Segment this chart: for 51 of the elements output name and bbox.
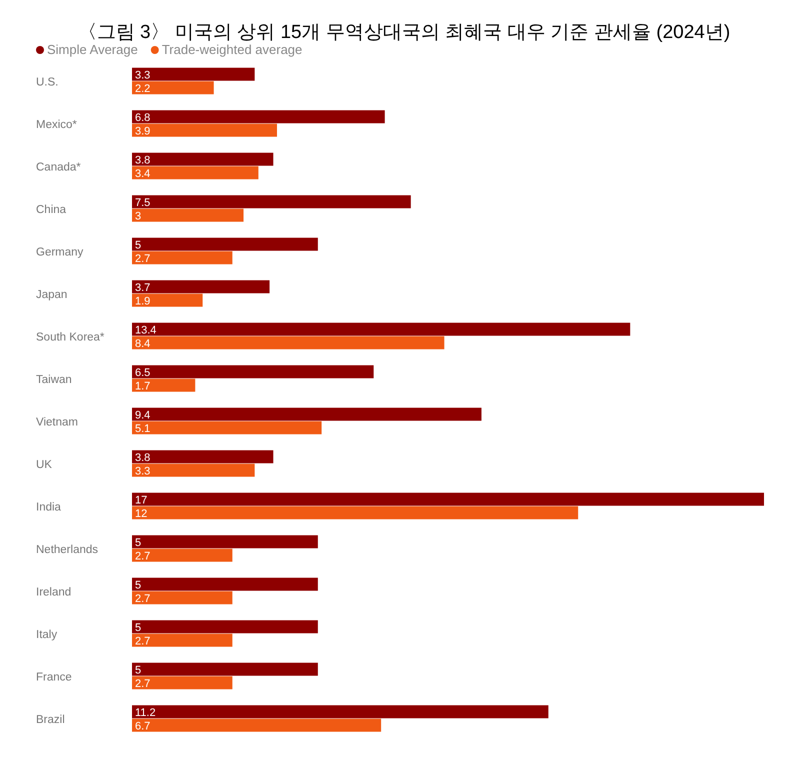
data-label: 5 (135, 579, 142, 592)
data-label: 3.8 (135, 452, 150, 464)
data-label: 1.9 (135, 295, 150, 308)
category-label: India (36, 501, 61, 514)
category-label: South Korea* (36, 331, 104, 344)
data-label: 3.4 (135, 168, 150, 180)
category-label: Mexico* (36, 118, 77, 131)
data-label: 2.7 (135, 678, 150, 690)
legend-item: Trade-weighted average (150, 42, 302, 57)
data-label: 2.7 (135, 550, 150, 562)
category-label: China (36, 204, 66, 216)
data-label: 5 (135, 239, 142, 252)
data-label: 2.7 (135, 592, 150, 605)
data-label: 9.4 (135, 409, 150, 422)
data-label: 6.5 (135, 366, 150, 379)
data-label: 3.9 (135, 125, 150, 138)
data-label: 5.1 (135, 422, 150, 435)
data-label: 6.7 (135, 720, 150, 732)
data-label: 8.4 (135, 338, 150, 350)
data-label: 5 (135, 536, 142, 549)
category-label: Taiwan (36, 374, 72, 386)
data-label: 2.7 (135, 252, 150, 265)
data-label: 7.5 (135, 196, 150, 209)
data-label: 12 (135, 508, 148, 520)
data-label: 11.2 (135, 706, 156, 719)
data-label: 3.3 (135, 465, 150, 478)
category-label: Canada* (36, 161, 81, 174)
data-label: 5 (135, 622, 142, 634)
data-label: 5 (135, 664, 142, 676)
category-label: Netherlands (36, 544, 98, 556)
data-label: 1.7 (135, 380, 150, 392)
data-label: 2.2 (135, 82, 150, 95)
data-label: 3 (135, 210, 142, 222)
category-label: Brazil (36, 714, 65, 726)
data-label: 3.7 (135, 282, 150, 294)
data-label: 17 (135, 494, 148, 506)
category-label: UK (36, 458, 52, 471)
data-label: 3.3 (135, 69, 150, 82)
category-label: Vietnam (36, 416, 78, 428)
data-label: 2.7 (135, 635, 150, 648)
category-label: U.S. (36, 76, 58, 88)
category-label: Italy (36, 628, 58, 641)
title: 〈그림 3〉 미국의 상위 15개 무역상대국의 최혜국 대우 기준 관세율 (2024년) (78, 22, 730, 43)
data-label: 6.8 (135, 112, 150, 124)
data-label: 13.4 (135, 324, 156, 336)
category-label: Japan (36, 288, 68, 301)
data-label: 3.8 (135, 154, 150, 166)
category-label: France (36, 671, 72, 684)
category-label: Germany (36, 246, 84, 258)
legend-item: Simple Average (36, 42, 138, 57)
category-label: Ireland (36, 586, 72, 598)
